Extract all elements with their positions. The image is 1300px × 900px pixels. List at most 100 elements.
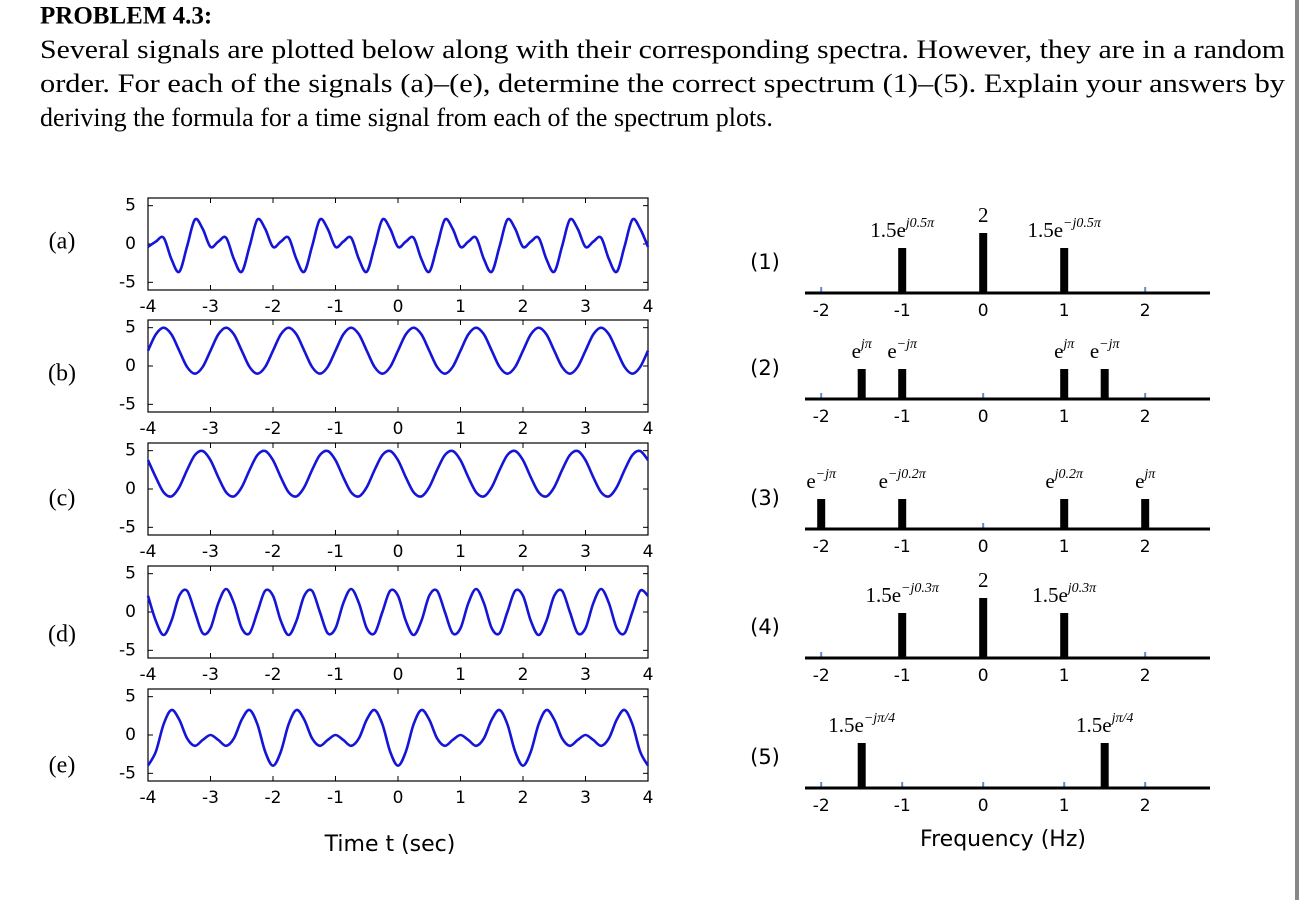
x-tick-label: -1 — [894, 666, 911, 686]
x-tick-label: 1 — [455, 419, 466, 439]
x-tick-label: -1 — [327, 788, 344, 808]
spectral-label: 1.5ej0.5π — [870, 216, 935, 242]
label-exponent: −j0.2π — [888, 467, 927, 482]
x-tick-label: -2 — [265, 419, 282, 439]
x-tick-label: -1 — [894, 301, 911, 321]
spectral-label: e−j0.2π — [879, 467, 927, 493]
spectral-line — [1060, 499, 1069, 529]
label-exponent: −jπ/4 — [864, 711, 895, 726]
signal-curve — [146, 326, 650, 375]
x-tick-label: 2 — [1140, 407, 1151, 427]
x-tick-label: 0 — [978, 301, 989, 321]
x-tick-label: -3 — [202, 297, 219, 317]
spectral-line — [857, 369, 866, 399]
spectrum-label: (1) — [750, 250, 780, 274]
x-tick-label: -2 — [813, 666, 830, 686]
x-tick-label: 2 — [518, 542, 529, 562]
spectral-line — [1060, 248, 1069, 293]
spectral-line — [898, 369, 907, 399]
x-tick-label: -3 — [202, 542, 219, 562]
spectral-label: 2 — [978, 568, 989, 592]
spectral-line — [898, 613, 907, 658]
spectrum-label: (2) — [750, 356, 780, 380]
y-tick-label: -5 — [119, 517, 136, 537]
signal-curve — [146, 587, 649, 637]
frequency-axis-label: Frequency (Hz) — [920, 827, 1086, 852]
label-exponent: jπ — [1142, 467, 1156, 482]
x-tick-label: -2 — [813, 537, 830, 557]
spectral-line — [898, 248, 907, 293]
x-tick-label: 3 — [580, 788, 591, 808]
x-tick-label: 2 — [518, 419, 529, 439]
x-tick-label: -2 — [265, 297, 282, 317]
spectral-label: ejπ — [1135, 467, 1156, 493]
x-tick-label: 0 — [393, 788, 404, 808]
y-tick-label: 5 — [125, 564, 136, 584]
signal-label: (a) — [49, 229, 76, 255]
x-tick-label: -4 — [140, 542, 157, 562]
label-exponent: −jπ — [1099, 337, 1120, 352]
spectral-line — [1100, 369, 1109, 399]
spectral-label: 2 — [978, 203, 989, 227]
signal-label: (d) — [48, 622, 76, 648]
x-tick-label: 0 — [393, 665, 404, 685]
label-exponent: jπ — [1061, 337, 1075, 352]
label-exponent: jπ/4 — [1110, 711, 1134, 726]
x-tick-label: 1 — [1059, 301, 1070, 321]
spectrum-label: (4) — [750, 615, 780, 639]
x-tick-label: 4 — [643, 419, 654, 439]
x-tick-label: 0 — [393, 542, 404, 562]
spectral-line — [898, 499, 907, 529]
label-exponent: −j0.3π — [901, 581, 940, 596]
spectral-label: e−jπ — [806, 467, 837, 493]
spectral-line — [1141, 499, 1150, 529]
plot-box — [147, 442, 649, 536]
x-tick-label: 0 — [978, 537, 989, 557]
label-exponent: −jπ — [816, 467, 837, 482]
y-tick-label: 0 — [125, 602, 136, 622]
x-tick-label: 2 — [518, 665, 529, 685]
x-tick-label: 1 — [455, 665, 466, 685]
x-tick-label: -4 — [140, 665, 157, 685]
plot-box — [147, 565, 649, 659]
x-tick-label: 2 — [1140, 537, 1151, 557]
label-base: e — [1045, 469, 1054, 493]
signal-curve — [146, 708, 650, 767]
x-tick-label: 3 — [580, 542, 591, 562]
x-tick-label: -4 — [140, 419, 157, 439]
x-tick-label: -2 — [813, 301, 830, 321]
x-tick-label: -1 — [894, 407, 911, 427]
spectral-line — [1060, 369, 1069, 399]
x-tick-label: 2 — [1140, 796, 1151, 816]
x-tick-label: 0 — [393, 419, 404, 439]
label-base: 2 — [978, 568, 989, 592]
x-tick-label: -1 — [327, 419, 344, 439]
label-exponent: j0.2π — [1053, 467, 1084, 482]
x-tick-label: 1 — [455, 297, 466, 317]
plot-box — [147, 319, 649, 413]
problem-title: PROBLEM 4.3: — [40, 3, 212, 30]
y-tick-label: -5 — [119, 763, 136, 783]
y-tick-label: -5 — [119, 394, 136, 414]
x-tick-label: -3 — [202, 419, 219, 439]
x-tick-label: 0 — [978, 407, 989, 427]
x-tick-label: -3 — [202, 788, 219, 808]
label-base: e — [1135, 469, 1144, 493]
x-tick-label: 2 — [1140, 666, 1151, 686]
y-tick-label: -5 — [119, 272, 136, 292]
x-tick-label: 4 — [643, 665, 654, 685]
spectral-label: 1.5e−j0.5π — [1027, 216, 1101, 242]
x-tick-label: -2 — [265, 542, 282, 562]
x-tick-label: 3 — [580, 665, 591, 685]
x-tick-label: 3 — [580, 297, 591, 317]
x-tick-label: -1 — [327, 542, 344, 562]
x-tick-label: 4 — [643, 542, 654, 562]
spectral-line — [817, 499, 826, 529]
x-tick-label: 2 — [518, 788, 529, 808]
x-tick-label: 3 — [580, 419, 591, 439]
x-tick-label: -2 — [265, 788, 282, 808]
x-tick-label: 1 — [1059, 666, 1070, 686]
y-tick-label: 0 — [125, 234, 136, 254]
x-tick-label: -1 — [894, 537, 911, 557]
